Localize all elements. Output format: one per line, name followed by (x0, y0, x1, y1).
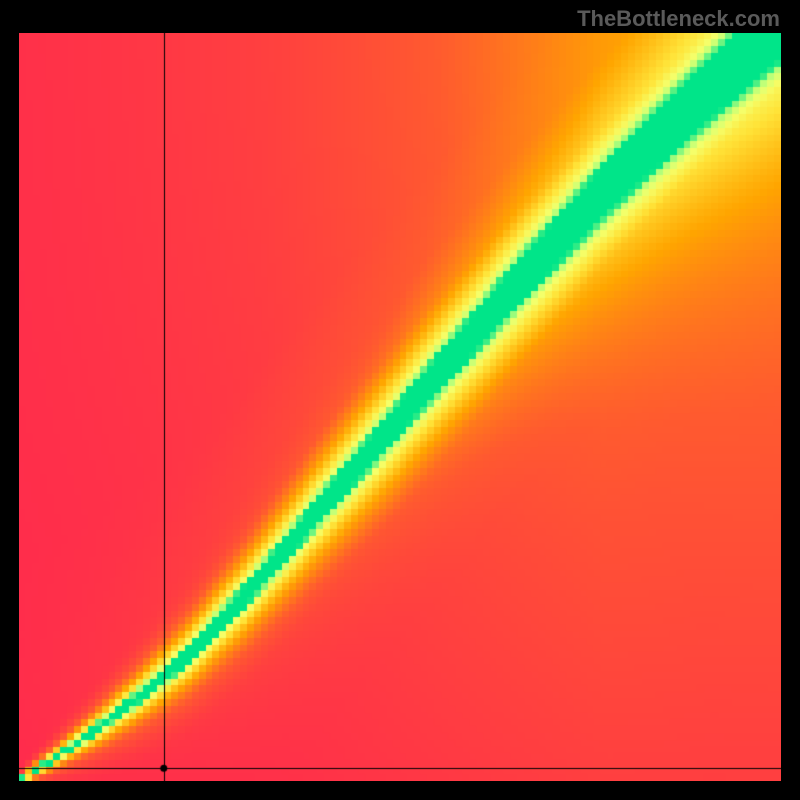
chart-container: { "image": { "width": 800, "height": 800… (0, 0, 800, 800)
watermark-text: TheBottleneck.com (577, 6, 780, 32)
bottleneck-heatmap (19, 33, 781, 781)
